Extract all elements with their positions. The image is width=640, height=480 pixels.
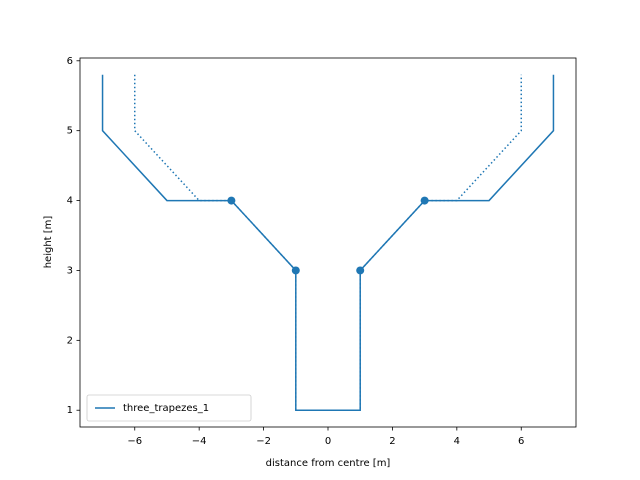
y-tick-label: 6 [67, 56, 73, 67]
plot-frame [79, 57, 577, 428]
series-line [101, 74, 555, 411]
x-tick-label: 0 [325, 436, 331, 447]
marker [291, 266, 300, 275]
x-tick-label: −2 [256, 436, 271, 447]
marker [356, 266, 365, 275]
y-tick-label: 1 [67, 405, 73, 416]
x-tick-label: 4 [454, 436, 460, 447]
y-tick-label: 2 [67, 335, 73, 346]
legend-box [86, 394, 252, 422]
x-tick-label: −4 [192, 436, 207, 447]
x-tick-label: 6 [518, 436, 524, 447]
marker [420, 196, 429, 205]
marker [227, 196, 236, 205]
series-line [134, 74, 522, 411]
x-tick-label: 2 [389, 436, 395, 447]
y-axis-label: height [m] [43, 216, 54, 269]
y-tick-label: 4 [67, 196, 73, 207]
y-tick-label: 3 [67, 265, 73, 276]
legend-label: three_trapezes_1 [123, 403, 209, 414]
x-axis-label: distance from centre [m] [266, 458, 391, 469]
y-tick-label: 5 [67, 126, 73, 137]
x-tick-label: −6 [127, 436, 142, 447]
